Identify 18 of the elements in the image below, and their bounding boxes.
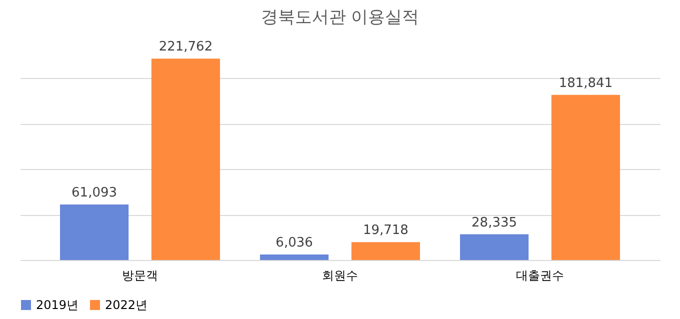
bar xyxy=(60,204,129,260)
bar xyxy=(260,254,329,260)
bar xyxy=(460,234,529,260)
bar xyxy=(351,242,420,260)
x-tick-label: 방문객 xyxy=(122,268,158,282)
data-label: 181,841 xyxy=(558,76,613,91)
bar xyxy=(551,94,620,260)
data-label: 19,718 xyxy=(362,223,408,238)
legend-label: 2022년 xyxy=(105,298,148,312)
chart-title: 경북도서관 이용실적 xyxy=(260,8,420,28)
data-label: 6,036 xyxy=(276,236,313,251)
bar xyxy=(151,58,220,260)
legend-label: 2019년 xyxy=(36,298,79,312)
data-label: 28,335 xyxy=(472,215,518,230)
data-label: 61,093 xyxy=(72,186,118,201)
x-tick-label: 대출권수 xyxy=(516,268,564,282)
x-tick-label: 회원수 xyxy=(322,268,358,282)
data-label: 221,762 xyxy=(158,40,213,55)
